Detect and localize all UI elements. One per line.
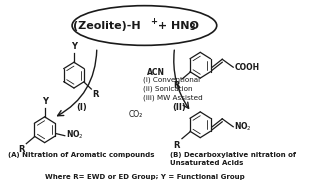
Text: Y: Y <box>42 97 48 106</box>
Text: COOH: COOH <box>234 63 259 72</box>
Text: ACN: ACN <box>147 68 165 77</box>
Text: R: R <box>174 141 180 150</box>
Text: R: R <box>174 81 180 90</box>
Text: R: R <box>18 145 25 154</box>
Text: (i) Conventional
(ii) Sonication
(iii) MW Assisted: (i) Conventional (ii) Sonication (iii) M… <box>143 76 202 101</box>
Text: (A) Nitration of Aromatic compounds: (A) Nitration of Aromatic compounds <box>8 152 155 158</box>
Text: R: R <box>92 90 99 99</box>
Text: (Zeolite)-H: (Zeolite)-H <box>73 21 144 30</box>
Text: 3: 3 <box>189 23 195 33</box>
Text: (II): (II) <box>172 103 186 112</box>
Text: NO$_2$: NO$_2$ <box>234 121 252 133</box>
Text: Y: Y <box>71 42 77 51</box>
Text: CO₂: CO₂ <box>129 110 143 119</box>
Text: NO$_2$: NO$_2$ <box>66 129 83 141</box>
Text: + HNO: + HNO <box>154 21 199 30</box>
Text: +: + <box>150 17 157 26</box>
Text: (I): (I) <box>76 103 87 112</box>
Text: Where R= EWD or ED Group; Y = Functional Group: Where R= EWD or ED Group; Y = Functional… <box>44 174 244 180</box>
Text: (B) Decarboxylative nitration of
Unsaturated Acids: (B) Decarboxylative nitration of Unsatur… <box>170 152 296 166</box>
